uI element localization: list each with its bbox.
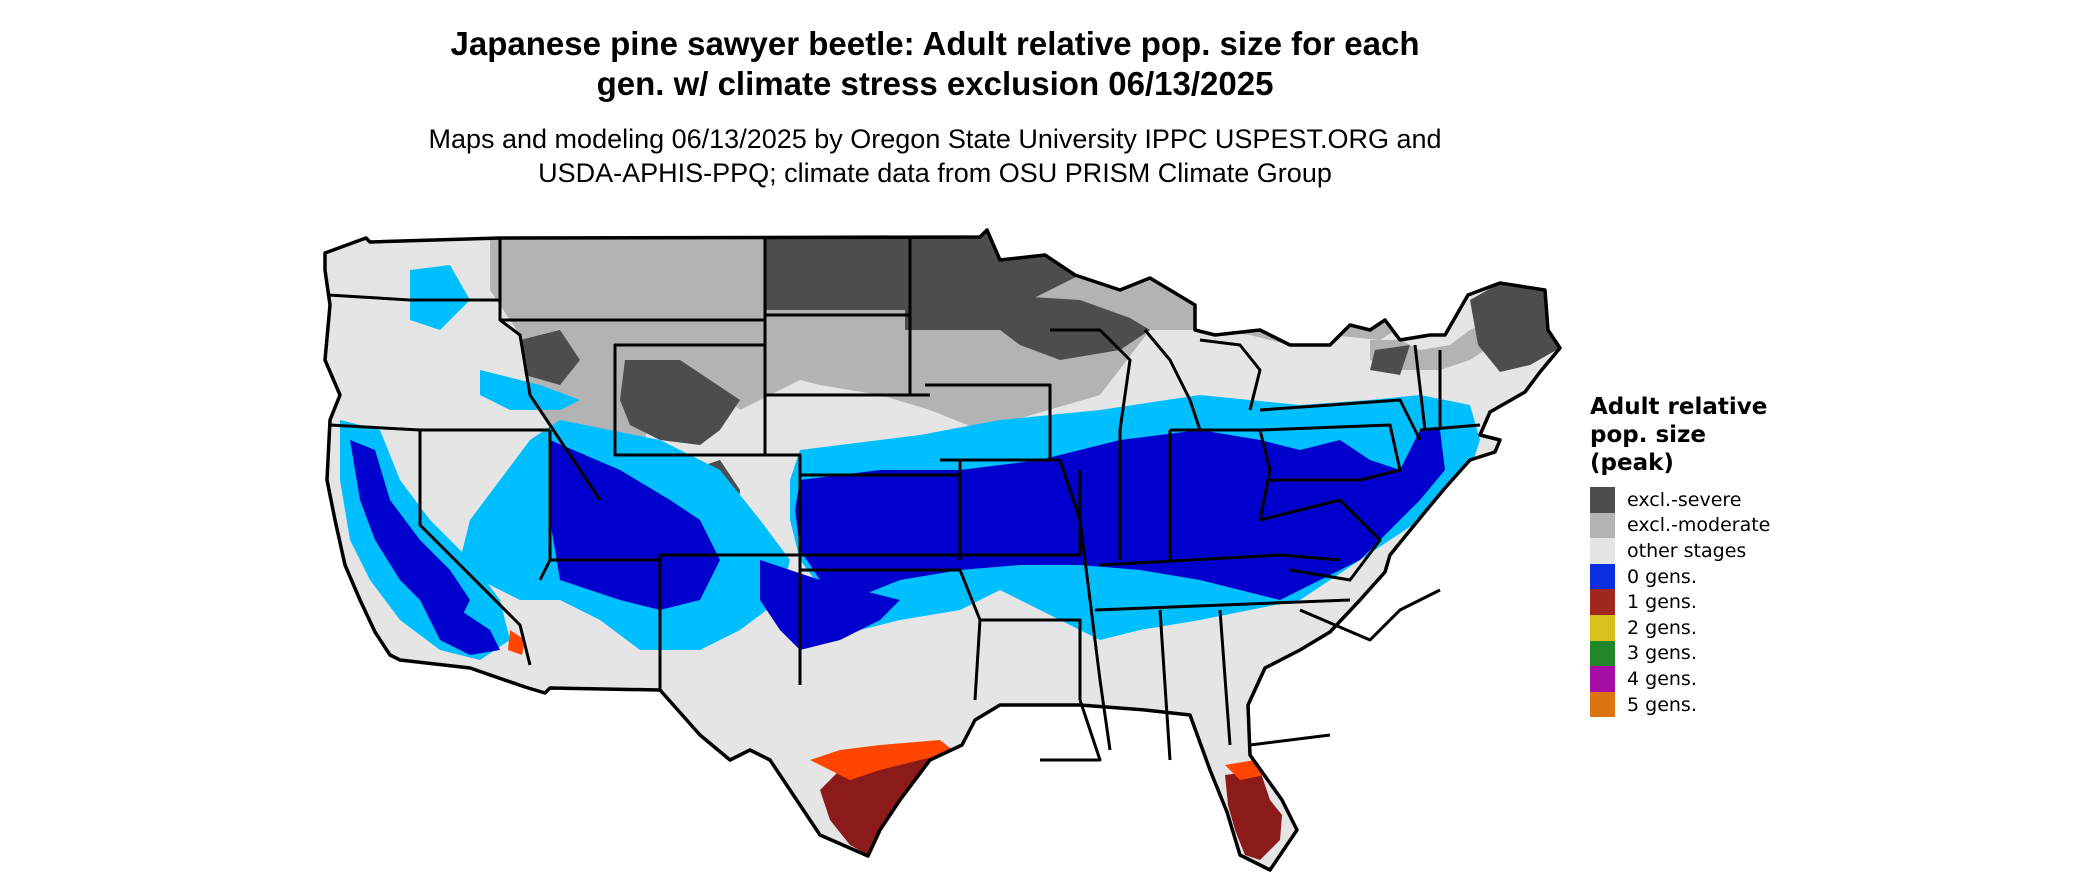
- state-line-arkansas: [980, 618, 1082, 700]
- state-line-pennsylvania: [1259, 423, 1402, 482]
- legend-title-line-1: Adult relative: [1590, 394, 1768, 420]
- state-line-tn-south: [1094, 598, 1351, 612]
- state-line-new-york: [1259, 398, 1422, 441]
- legend-item: excl.-severe: [1590, 487, 1770, 513]
- legend: Adult relative pop. size (peak) excl.-se…: [1590, 393, 1771, 718]
- state-line-southeast: [1158, 609, 1331, 761]
- legend-swatch: [1590, 487, 1615, 513]
- region-blue-socal: [420, 600, 500, 655]
- state-line-illinois-indiana: [1118, 430, 1172, 560]
- state-line-colorado: [660, 453, 802, 557]
- legend-label: other stages: [1627, 539, 1747, 562]
- state-line-nebraska-kansas: [800, 473, 960, 557]
- map-title: Japanese pine sawyer beetle: Adult relat…: [0, 24, 1870, 104]
- state-line-ok-tx: [800, 568, 982, 701]
- state-line-new-england: [1413, 344, 1481, 432]
- legend-item: 2 gens.: [1590, 614, 1770, 641]
- legend-swatch: [1590, 640, 1615, 667]
- state-line-ca-nv: [418, 430, 532, 666]
- state-line-ohio: [1170, 428, 1272, 521]
- map-subtitle: Maps and modeling 06/13/2025 by Oregon S…: [0, 122, 1870, 190]
- legend-label: 5 gens.: [1627, 693, 1697, 716]
- legend-item: 1 gens.: [1590, 589, 1770, 615]
- legend-title-line-3: (peak): [1590, 450, 1674, 476]
- legend-item: 4 gens.: [1590, 666, 1770, 692]
- legend-item: excl.-moderate: [1590, 512, 1771, 539]
- legend-swatch: [1590, 691, 1615, 718]
- legend-item: 3 gens.: [1590, 640, 1770, 667]
- legend-item: 0 gens.: [1590, 563, 1770, 590]
- legend-items: excl.-severe excl.-moderate other stages 0 …: [1590, 487, 1771, 718]
- region-red-florida: [1225, 770, 1282, 860]
- legend-title-line-2: pop. size: [1590, 422, 1707, 448]
- legend-swatch: [1590, 538, 1615, 564]
- region-excl-severe-idaho: [520, 330, 580, 385]
- state-line-missouri: [960, 470, 1082, 557]
- legend-swatch: [1590, 563, 1615, 590]
- region-cyan-pacific-northwest: [410, 265, 470, 330]
- region-excl-severe-minnesota: [905, 230, 1100, 330]
- legend-swatch: [1590, 666, 1615, 692]
- region-blue-california-valley: [350, 440, 470, 620]
- legend-item: 5 gens.: [1590, 691, 1770, 718]
- legend-label: excl.-severe: [1627, 488, 1742, 511]
- legend-swatch: [1590, 512, 1615, 539]
- legend-title: Adult relative pop. size (peak): [1590, 393, 1770, 477]
- state-line-texas-louisiana: [1040, 699, 1102, 762]
- state-line-wisconsin: [1050, 328, 1132, 431]
- legend-swatch: [1590, 589, 1615, 615]
- state-line-minnesota-iowa: [925, 383, 1052, 460]
- map-subtitle-line-1: Maps and modeling 06/13/2025 by Oregon S…: [428, 124, 1442, 154]
- map-subtitle-line-2: USDA-APHIS-PPQ; climate data from OSU PR…: [538, 158, 1332, 188]
- map-title-line-1: Japanese pine sawyer beetle: Adult relat…: [450, 25, 1420, 62]
- state-line-mississippi-river: [1058, 459, 1112, 751]
- legend-item: other stages: [1590, 538, 1770, 564]
- map-title-line-2: gen. w/ climate stress exclusion 06/13/2…: [596, 65, 1274, 102]
- population-raster: [325, 230, 1560, 870]
- state-boundaries: [327, 238, 1481, 762]
- legend-label: 3 gens.: [1627, 642, 1697, 665]
- region-orange-texas-edge: [810, 740, 955, 780]
- legend-label: 1 gens.: [1627, 591, 1697, 614]
- region-excl-severe-north-dakota: [765, 235, 910, 310]
- legend-swatch: [1590, 614, 1615, 641]
- state-line-michigan: [1143, 329, 1262, 431]
- us-map: [323, 228, 1562, 872]
- region-blue-southern-plains: [760, 560, 900, 650]
- state-line-dakotas: [763, 238, 930, 455]
- legend-label: excl.-moderate: [1627, 514, 1771, 537]
- region-excl-severe-vermont: [1370, 345, 1410, 375]
- region-orange-socal: [508, 630, 525, 655]
- state-line-kentucky-tn: [1099, 553, 1341, 567]
- region-blue-southwest: [550, 440, 720, 610]
- legend-label: 2 gens.: [1627, 616, 1697, 639]
- region-excl-severe-wyoming: [620, 360, 740, 445]
- legend-label: 0 gens.: [1627, 565, 1697, 588]
- legend-label: 4 gens.: [1627, 667, 1697, 690]
- state-line-wa-or: [327, 293, 500, 302]
- state-line-rockies: [498, 238, 602, 501]
- region-excl-severe-maine: [1470, 283, 1560, 372]
- state-line-virginia: [1259, 498, 1382, 582]
